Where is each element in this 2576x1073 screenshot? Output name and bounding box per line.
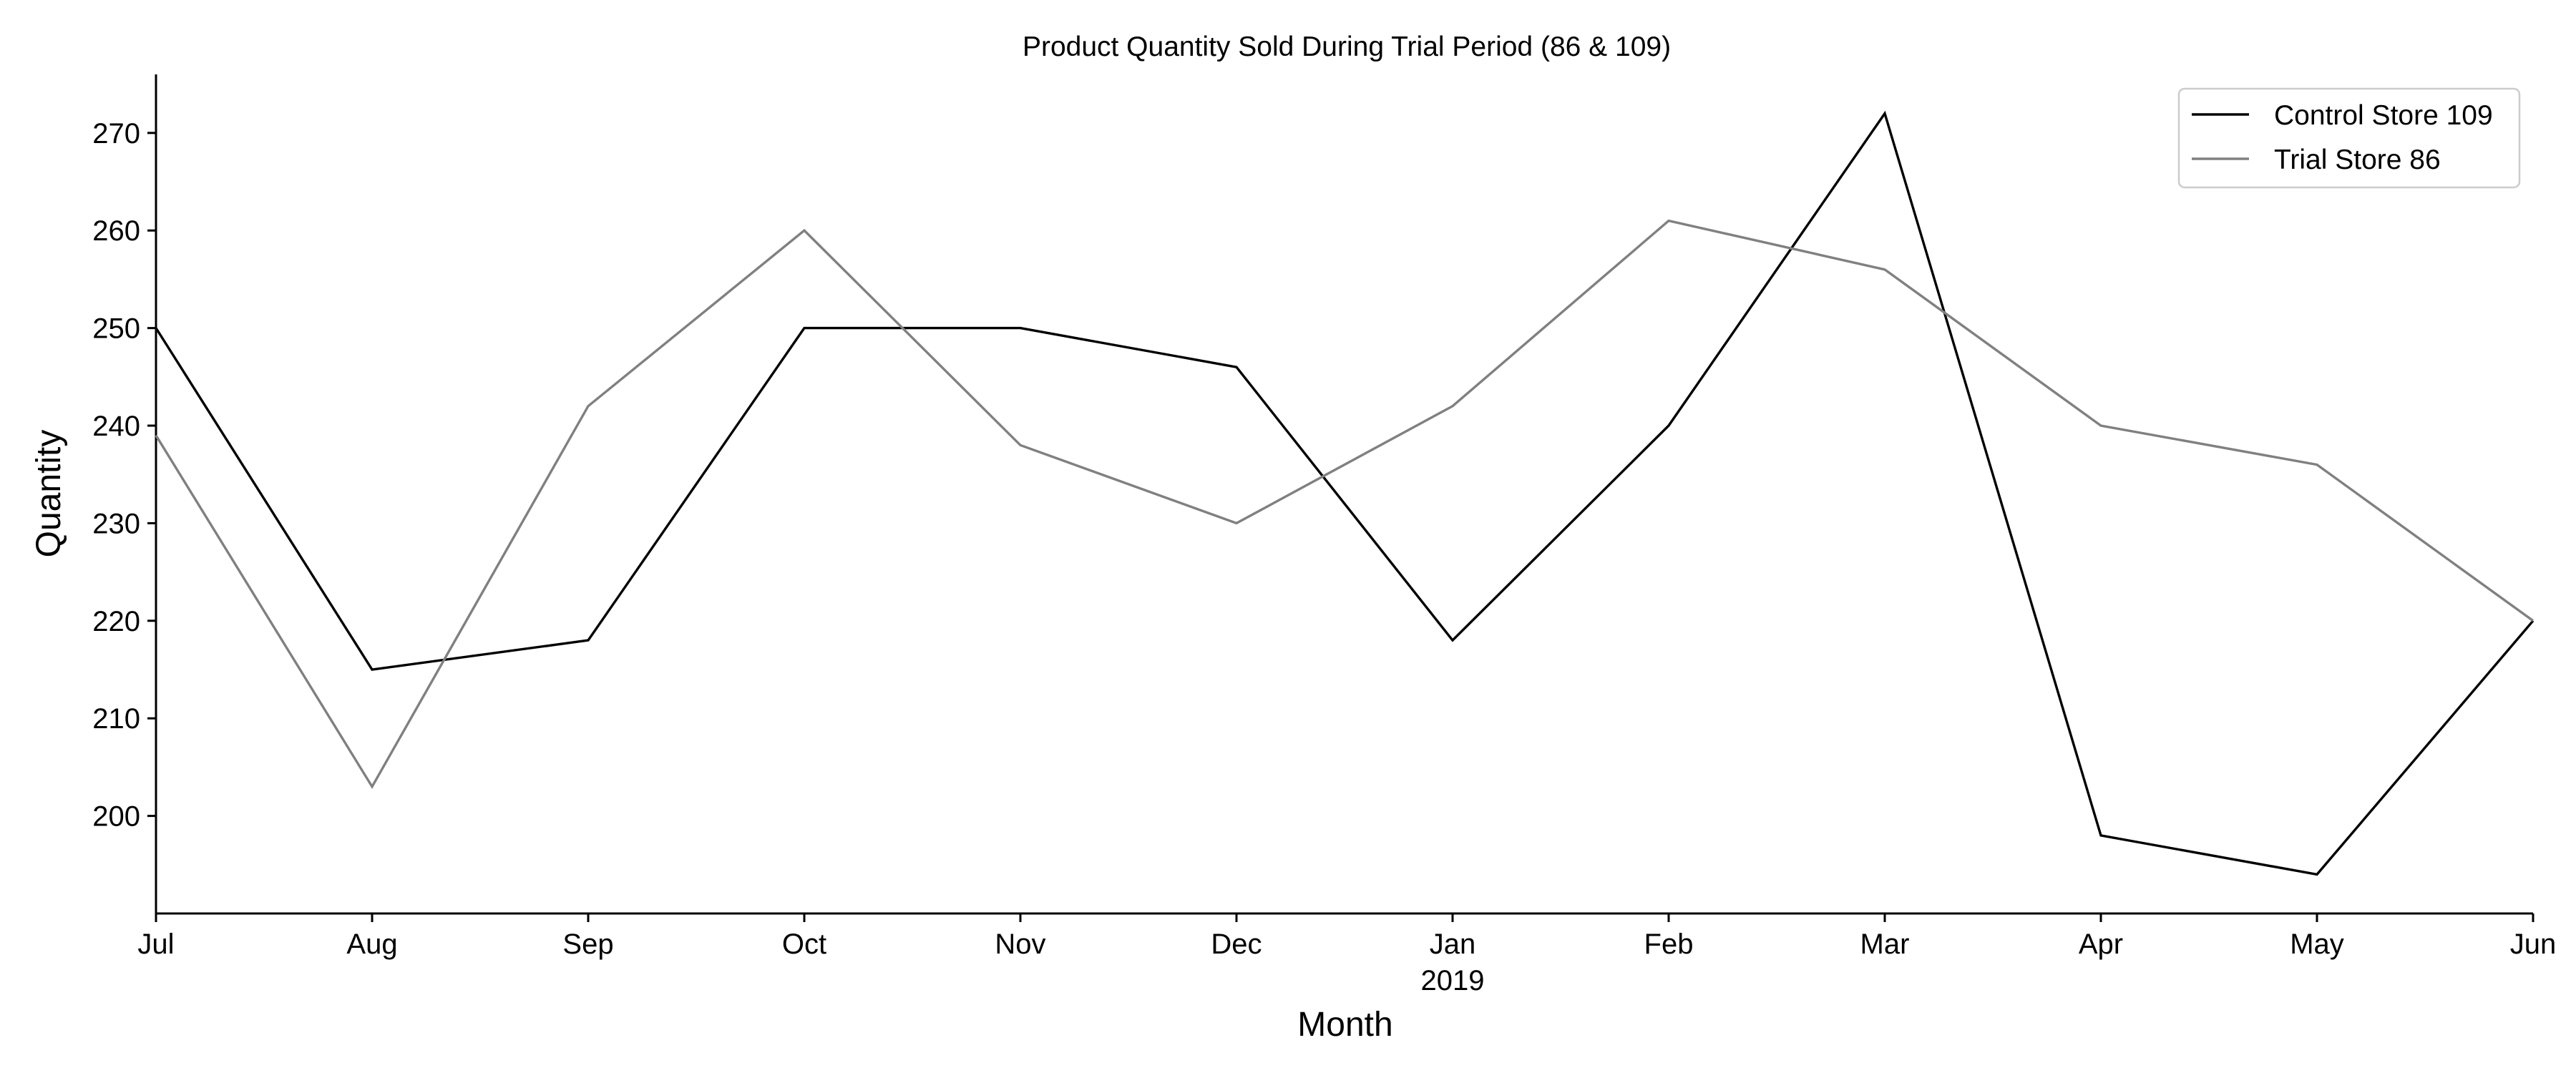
x-tick-label: Jul (137, 929, 174, 960)
y-tick-label: 250 (92, 313, 140, 345)
legend-entry-trial-store: Trial Store 86 (2274, 144, 2441, 175)
legend-entry-control-store: Control Store 109 (2274, 100, 2493, 131)
x-tick-year-label: 2019 (1421, 965, 1485, 996)
x-axis-label: Month (1297, 1006, 1392, 1044)
y-tick-label: 210 (92, 703, 140, 735)
x-tick-label: Dec (1211, 929, 1262, 960)
y-tick-label: 230 (92, 508, 140, 539)
y-tick-label: 220 (92, 606, 140, 637)
legend: Control Store 109 Trial Store 86 (2177, 87, 2521, 189)
x-tick-label: Aug (346, 929, 397, 960)
y-axis-ticks: 200 210 220 230 240 250 260 270 (92, 118, 156, 833)
y-tick-label: 270 (92, 118, 140, 150)
chart-title: Product Quantity Sold During Trial Perio… (1023, 31, 1671, 62)
series-line-control-store (155, 110, 2534, 876)
legend-box (2177, 87, 2521, 189)
x-tick-label: Jun (2510, 929, 2557, 960)
y-axis-label: Quantity (30, 430, 68, 558)
y-tick-label: 240 (92, 411, 140, 442)
series-group (155, 110, 2534, 876)
x-tick-label: Feb (1644, 929, 1694, 960)
x-tick-label: Mar (1860, 929, 1910, 960)
x-tick-label: Oct (782, 929, 826, 960)
x-tick-label: May (2290, 929, 2344, 960)
x-tick-label: Apr (2079, 929, 2123, 960)
x-tick-label: Nov (995, 929, 1045, 960)
series-line-trial-store (155, 219, 2534, 790)
y-tick-label: 260 (92, 215, 140, 247)
y-tick-label: 200 (92, 801, 140, 833)
x-axis-ticks: Jul Aug Sep Oct Nov Dec Jan 2019 Feb Mar Apr May Jun (137, 913, 2556, 996)
x-tick-label: Jan (1430, 929, 1476, 960)
x-tick-label: Sep (562, 929, 613, 960)
